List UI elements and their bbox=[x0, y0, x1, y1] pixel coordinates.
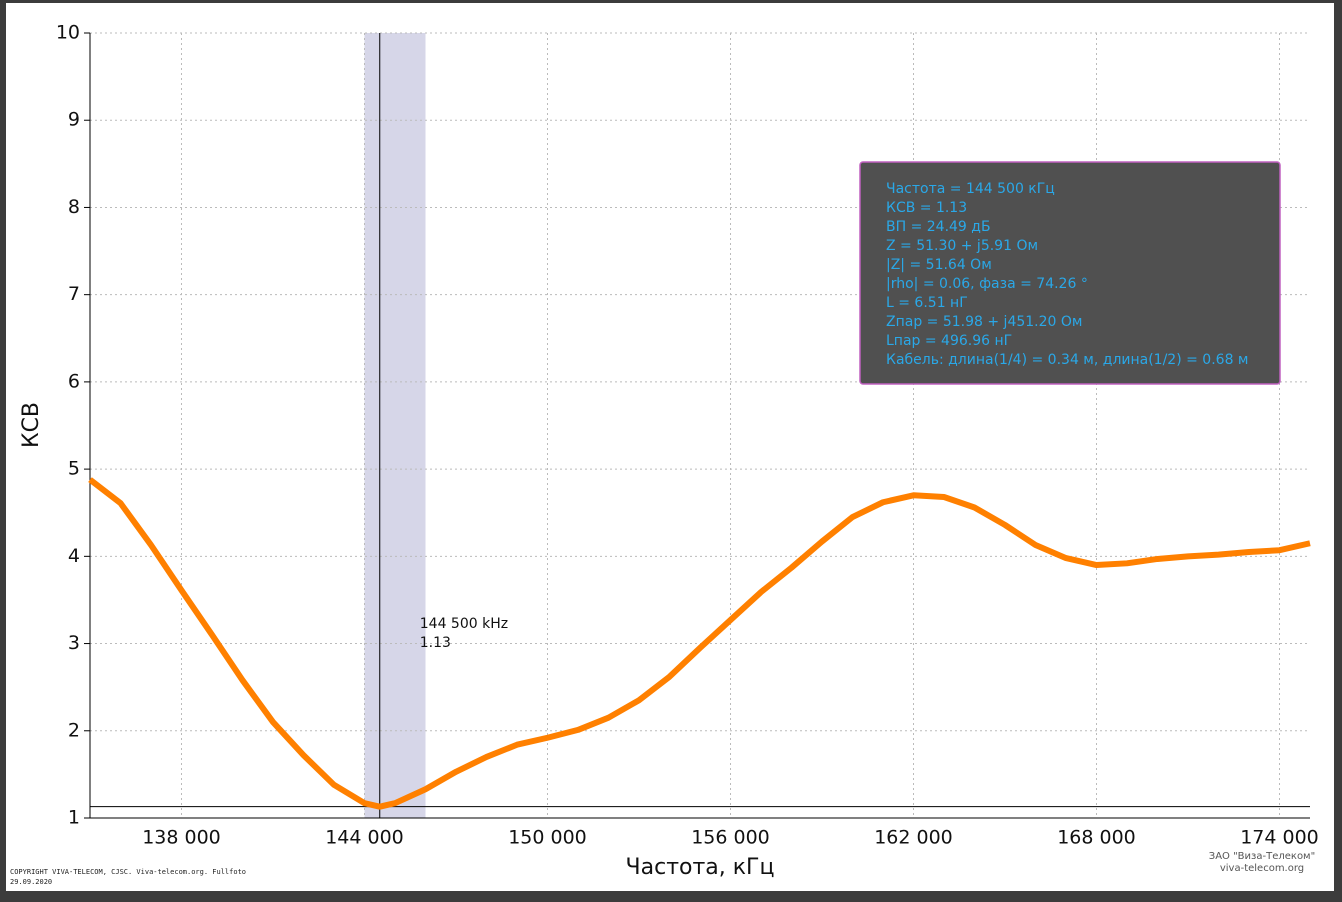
y-tick-label: 8 bbox=[68, 196, 80, 218]
x-tick-label: 168 000 bbox=[1057, 827, 1136, 849]
info-line: |rho| = 0.06, фаза = 74.26 ° bbox=[886, 276, 1088, 292]
background bbox=[6, 3, 1334, 891]
line-series bbox=[88, 477, 1311, 810]
info-box bbox=[859, 161, 1281, 385]
x-tick-label: 150 000 bbox=[508, 827, 587, 849]
date: 29.09.2020 bbox=[10, 878, 52, 886]
y-tick-label: 4 bbox=[68, 545, 80, 567]
info-line: Кабель: длина(1/4) = 0.34 м, длина(1/2) … bbox=[886, 352, 1249, 368]
company: ЗАО "Виза-Телеком" bbox=[1209, 851, 1315, 862]
x-axis-title: Частота, кГц bbox=[626, 855, 775, 880]
info-line: L = 6.51 нГ bbox=[886, 295, 968, 311]
x-tick-label: 156 000 bbox=[691, 827, 770, 849]
y-tick-label: 7 bbox=[68, 283, 80, 305]
y-tick-label: 10 bbox=[56, 22, 80, 44]
info-line: Частота = 144 500 кГц bbox=[886, 181, 1055, 197]
info-line: |Z| = 51.64 Ом bbox=[886, 257, 992, 273]
info-line: ВП = 24.49 дБ bbox=[886, 219, 991, 235]
info-line: КСВ = 1.13 bbox=[886, 200, 967, 216]
y-tick-label: 5 bbox=[68, 458, 80, 480]
y-tick-label: 3 bbox=[68, 632, 80, 654]
marker-band bbox=[364, 33, 426, 818]
site: viva-telecom.org bbox=[1220, 863, 1304, 874]
marker-y-label: 1.13 bbox=[420, 635, 451, 651]
y-axis-title: КСВ bbox=[19, 402, 44, 448]
y-tick-label: 2 bbox=[68, 719, 80, 741]
info-line: Z = 51.30 + j5.91 Ом bbox=[886, 238, 1038, 254]
info-line: Lпар = 496.96 нГ bbox=[886, 333, 1012, 349]
x-tick-label: 162 000 bbox=[874, 827, 953, 849]
x-tick-label: 174 000 bbox=[1240, 827, 1319, 849]
y-tick-label: 6 bbox=[68, 370, 80, 392]
x-tick-label: 144 000 bbox=[325, 827, 404, 849]
y-tick-label: 1 bbox=[68, 807, 80, 829]
x-tick-label: 138 000 bbox=[142, 827, 221, 849]
y-tick-label: 9 bbox=[68, 109, 80, 131]
info-line: Zпар = 51.98 + j451.20 Ом bbox=[886, 314, 1082, 330]
marker-x-label: 144 500 kHz bbox=[420, 616, 508, 632]
copyright: COPYRIGHT VIVA-TELECOM, CJSC. Viva-telec… bbox=[10, 868, 246, 876]
